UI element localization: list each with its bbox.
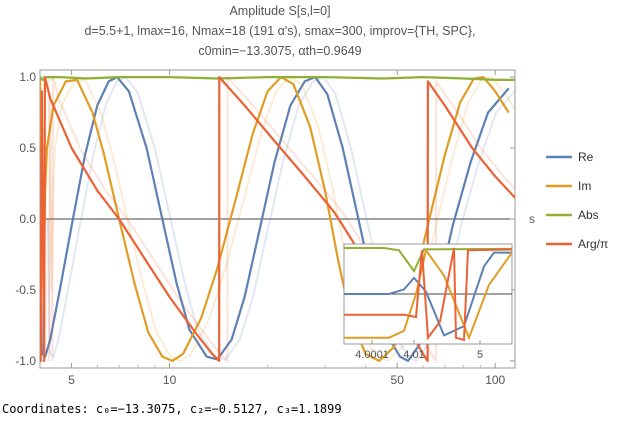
legend-label: Im (578, 179, 591, 193)
series-line-arg (40, 76, 515, 362)
y-tick-label: 1.0 (19, 70, 36, 84)
chart-title-line-2: d=5.5+1, lmax=16, Nmax=18 (191 α's), sma… (84, 24, 476, 38)
y-tick-label: 0.5 (19, 141, 36, 155)
inset-x-tick-label: 4.0001 (355, 349, 389, 361)
chart-title-line-1: Amplitude S[s,l=0] (229, 4, 331, 18)
series-ghost-3 (47, 74, 515, 365)
x-tick-label: 5 (68, 373, 75, 387)
inset-series-line-0 (344, 247, 513, 273)
inset-series-line-3 (344, 247, 513, 342)
legend-label: Abs (578, 208, 599, 222)
plot-svg: 1.0 0.5 0.0 -0.5 -1.0 5 10 50 100 s Re Im Abs Arg/π 4.… (15, 69, 608, 387)
x-tick-label: 50 (391, 373, 405, 387)
inset-x-tick-label: 4.01 (403, 349, 424, 361)
series-ghost-0 (47, 75, 515, 363)
y-tick-label: -1.0 (15, 354, 36, 368)
series-group (40, 74, 515, 365)
y-tick-label: 0.0 (19, 212, 36, 226)
legend-label: Re (578, 150, 594, 164)
series-line-im (40, 76, 510, 362)
x-tick-label: 100 (485, 373, 505, 387)
status-coordinates: Coordinates: c₀=−13.3075, c₂=−0.5127, c₃… (2, 402, 342, 416)
chart-title-line-3: c0min=−13.3075, αth=0.9649 (198, 44, 362, 58)
x-tick-label: 10 (163, 373, 177, 387)
inset-series-line-2 (344, 247, 513, 341)
y-tick-label: -0.5 (15, 283, 36, 297)
series-line-re (40, 76, 510, 362)
chart-figure: Amplitude S[s,l=0] d=5.5+1, lmax=16, Nma… (15, 4, 608, 387)
legend-label: Arg/π (578, 237, 608, 251)
inset-series-line-1 (344, 251, 512, 337)
x-axis-label: s (529, 212, 535, 226)
inset-x-tick-label: 5 (477, 349, 483, 361)
